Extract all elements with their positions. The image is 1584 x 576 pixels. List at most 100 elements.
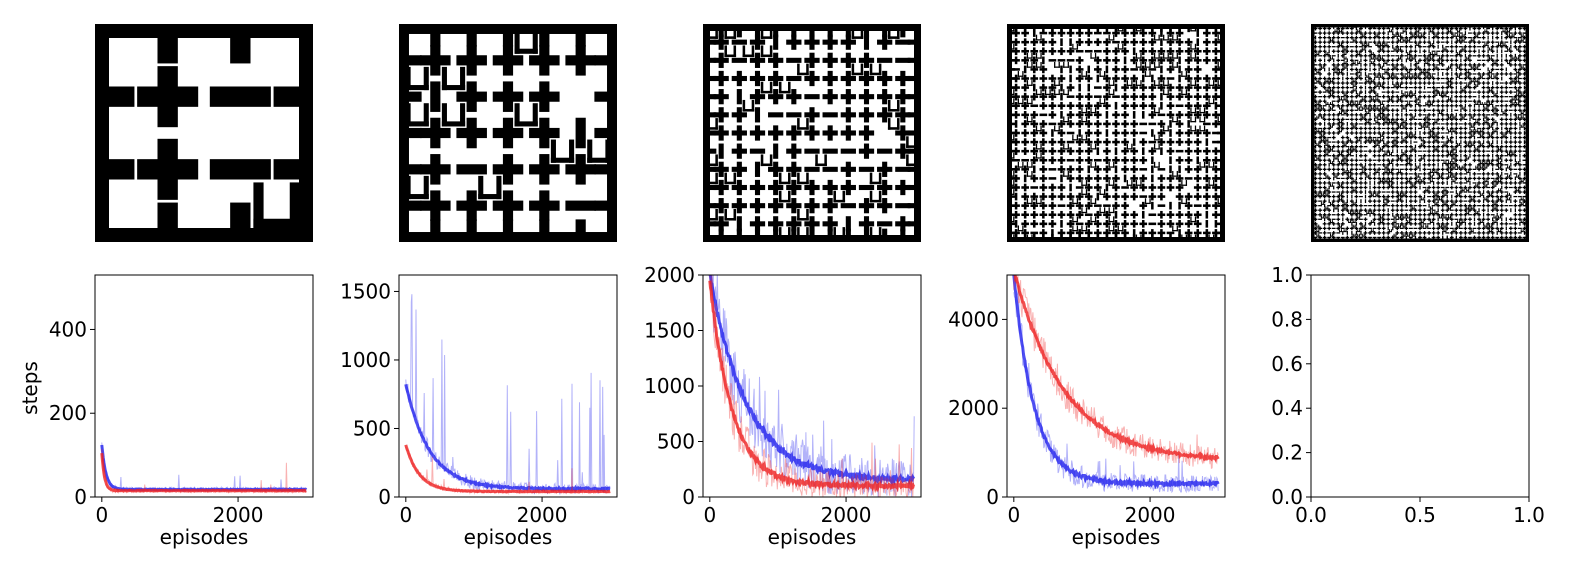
maze-wall — [1451, 99, 1453, 104]
maze-wall — [754, 161, 761, 177]
goal-marker — [1090, 198, 1097, 205]
maze-wall — [1337, 208, 1339, 213]
maze-wall — [1414, 221, 1417, 226]
maze-wall — [1342, 117, 1344, 122]
maze-wall — [1510, 171, 1512, 176]
maze-wall — [1455, 140, 1457, 144]
maze-wall — [1505, 31, 1507, 35]
maze-wall — [1432, 185, 1435, 190]
maze-wall — [1473, 76, 1476, 81]
maze-wall — [1505, 44, 1507, 49]
maze-wall — [1501, 31, 1503, 35]
maze-wall — [1510, 167, 1512, 172]
maze-wall — [1464, 167, 1467, 172]
maze-wall — [1355, 208, 1358, 213]
maze-wall — [1469, 44, 1471, 49]
maze-wall — [1514, 122, 1517, 126]
maze-wall — [1487, 217, 1489, 222]
maze-wall — [1328, 49, 1330, 54]
maze-wall — [1360, 72, 1362, 76]
maze-wall — [1123, 38, 1127, 46]
maze-wall — [1160, 120, 1163, 128]
maze-wall — [1414, 40, 1417, 45]
maze-wall — [1114, 129, 1118, 137]
maze-wall — [1418, 155, 1422, 157]
maze-wall — [1478, 185, 1480, 190]
maze-wall — [1346, 203, 1348, 208]
maze-wall — [1437, 194, 1439, 199]
maze-wall — [1514, 85, 1517, 90]
maze-wall — [1323, 203, 1326, 208]
maze-wall — [1323, 190, 1326, 194]
maze-wall — [1328, 194, 1330, 199]
maze-wall — [1214, 210, 1218, 219]
maze-wall — [399, 91, 422, 102]
maze-wall — [1132, 29, 1136, 37]
maze-wall — [1405, 85, 1408, 90]
maze-wall — [1418, 150, 1422, 152]
maze-wall — [1373, 203, 1376, 208]
maze-wall — [1405, 126, 1408, 131]
maze-wall — [1519, 208, 1521, 213]
goal-marker — [1035, 52, 1042, 59]
maze-wall — [1451, 176, 1453, 181]
maze-wall — [1405, 190, 1408, 194]
maze-wall — [1141, 101, 1145, 110]
maze-wall — [1440, 123, 1445, 125]
maze-wall — [1451, 81, 1453, 85]
maze-wall — [1032, 83, 1036, 92]
maze-wall — [1178, 29, 1181, 37]
maze-wall — [1432, 158, 1435, 163]
maze-wall — [1428, 190, 1430, 194]
maze-wall — [1472, 91, 1477, 93]
maze-wall — [1401, 203, 1403, 208]
maze-wall — [1346, 176, 1348, 181]
maze-wall — [1333, 167, 1335, 172]
maze-wall — [1386, 41, 1391, 43]
maze-wall — [1464, 90, 1467, 95]
maze-wall — [1423, 94, 1426, 99]
maze-wall — [1360, 85, 1362, 90]
maze-wall — [1123, 92, 1127, 101]
maze-wall — [1496, 35, 1498, 40]
maze-wall — [1169, 111, 1172, 119]
maze-wall — [1323, 140, 1326, 144]
maze-wall — [1060, 220, 1063, 228]
maze-wall — [1432, 108, 1435, 113]
maze-wall — [1455, 221, 1457, 226]
maze-wall — [1346, 99, 1348, 104]
maze-wall — [1196, 111, 1200, 119]
maze-wall — [1392, 117, 1394, 122]
maze-wall — [1395, 105, 1400, 107]
maze-wall — [1437, 181, 1439, 185]
maze-wall — [1342, 190, 1344, 194]
maze-wall — [1469, 81, 1471, 85]
maze-wall — [1096, 56, 1100, 65]
maze-wall — [1437, 208, 1439, 213]
maze-wall — [1123, 56, 1127, 65]
maze-wall — [1157, 113, 1166, 117]
maze-wall — [1084, 49, 1093, 53]
maze-wall — [1423, 76, 1426, 81]
maze-wall — [1042, 183, 1045, 192]
maze-wall — [1205, 38, 1209, 46]
maze-wall — [1196, 183, 1200, 192]
maze-wall — [1487, 212, 1489, 217]
maze-wall — [1405, 149, 1408, 154]
maze-wall — [1473, 135, 1476, 140]
maze-wall — [1519, 53, 1521, 58]
maze-wall — [1473, 131, 1476, 135]
maze-wall — [1405, 58, 1408, 63]
maze-wall — [1032, 192, 1036, 201]
maze-wall — [1378, 126, 1380, 131]
maze-wall — [1141, 220, 1145, 228]
maze-wall — [1405, 221, 1408, 226]
maze-wall — [791, 216, 797, 232]
maze-wall — [1478, 158, 1480, 163]
maze-wall — [1469, 149, 1471, 154]
maze-wall — [1455, 99, 1457, 104]
maze-wall — [1323, 208, 1326, 213]
maze-wall — [1414, 217, 1417, 222]
maze-wall — [1359, 96, 1363, 98]
maze-wall — [1337, 35, 1339, 40]
